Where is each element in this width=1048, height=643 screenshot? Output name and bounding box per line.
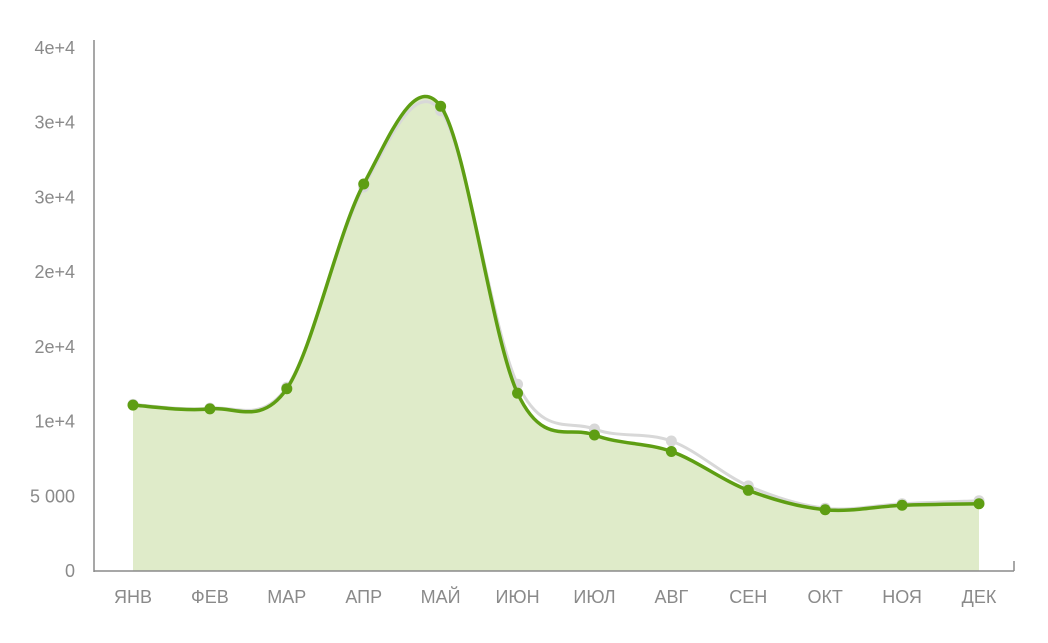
series-1-point-НОЯ bbox=[896, 499, 908, 511]
y-tick-label: 1e+4 bbox=[34, 412, 75, 432]
x-tick-label: НОЯ bbox=[882, 587, 922, 607]
x-tick-label: ДЕК bbox=[962, 587, 997, 607]
series-1-area-fill bbox=[133, 96, 979, 571]
series-1-point-ДЕК bbox=[973, 498, 985, 510]
series-1-point-АПР bbox=[358, 178, 370, 190]
series-1-point-ИЮЛ bbox=[588, 429, 600, 441]
series-1-point-МАР bbox=[281, 383, 293, 395]
x-tick-label: СЕН bbox=[729, 587, 767, 607]
x-tick-label: ИЮН bbox=[495, 587, 539, 607]
x-tick-label: ОКТ bbox=[807, 587, 842, 607]
y-tick-label: 5 000 bbox=[30, 486, 75, 506]
x-tick-label: МАЙ bbox=[421, 586, 461, 607]
y-tick-label: 4e+4 bbox=[34, 38, 75, 58]
y-tick-label: 3e+4 bbox=[34, 113, 75, 133]
series-0-point-АВГ bbox=[665, 435, 677, 447]
x-tick-label: ЯНВ bbox=[114, 587, 152, 607]
y-tick-label: 2e+4 bbox=[34, 262, 75, 282]
x-tick-label: АВГ bbox=[654, 587, 688, 607]
y-tick-label: 2e+4 bbox=[34, 337, 75, 357]
x-tick-label: АПР bbox=[345, 587, 382, 607]
series-1-point-ФЕВ bbox=[204, 403, 216, 415]
y-tick-label: 0 bbox=[65, 561, 75, 581]
y-tick-label: 3e+4 bbox=[34, 187, 75, 207]
series-1-point-АВГ bbox=[665, 445, 677, 457]
series-1-point-СЕН bbox=[742, 484, 754, 496]
series-1-point-ИЮН bbox=[512, 387, 524, 399]
series-1-point-ОКТ bbox=[819, 504, 831, 516]
series-1-point-МАЙ bbox=[435, 100, 447, 112]
x-tick-label: МАР bbox=[267, 587, 306, 607]
x-tick-label: ИЮЛ bbox=[573, 587, 615, 607]
series-1-point-ЯНВ bbox=[127, 399, 139, 411]
x-tick-label: ФЕВ bbox=[191, 587, 229, 607]
